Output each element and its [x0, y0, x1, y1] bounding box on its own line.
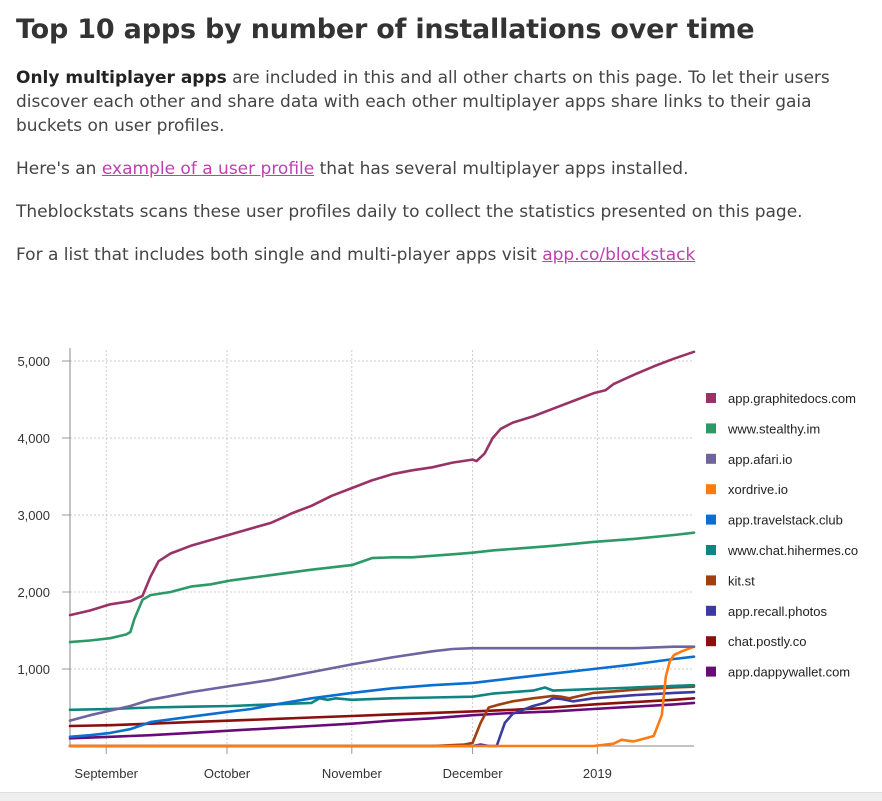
series-line-xordrive-io — [68, 645, 696, 748]
legend-item[interactable]: app.afari.io — [706, 452, 792, 467]
legend-swatch — [706, 393, 716, 403]
series-line-chat-postly-co — [68, 696, 696, 728]
app-co-link[interactable]: app.co/blockstack — [542, 245, 696, 265]
series-line-www-chat-hihermes-co — [68, 683, 696, 712]
chart-legend: app.graphitedocs.com www.stealthy.im app.a… — [706, 391, 858, 680]
legend-label: app.travelstack.club — [728, 513, 843, 528]
legend-label: app.afari.io — [728, 452, 792, 467]
legend-swatch — [706, 666, 716, 677]
legend-label: app.dappywallet.com — [728, 665, 850, 680]
example-suffix: that has several multiplayer apps instal… — [314, 159, 689, 179]
scan-paragraph: Theblockstats scans these user profiles … — [16, 202, 803, 222]
legend-swatch — [706, 545, 716, 555]
legend-item[interactable]: www.chat.hihermes.co — [706, 543, 858, 558]
legend-item[interactable]: www.stealthy.im — [706, 421, 820, 436]
legend-swatch — [706, 605, 716, 616]
list-paragraph: For a list that includes both single and… — [16, 243, 866, 267]
legend-label: xordrive.io — [728, 482, 788, 497]
list-prefix: For a list that includes both single and… — [16, 245, 543, 265]
chart-grid — [70, 350, 694, 746]
legend-swatch — [706, 423, 716, 434]
legend-swatch — [706, 453, 716, 464]
legend-item[interactable]: app.graphitedocs.com — [706, 391, 856, 406]
y-tick-label: 2,000 — [17, 585, 50, 600]
example-prefix: Here's an — [16, 159, 102, 179]
horizontal-scrollbar-track[interactable] — [0, 792, 882, 801]
series-line-app-travelstack-club — [68, 655, 696, 739]
legend-label: app.recall.photos — [728, 604, 828, 619]
series-line-app-afari-io — [68, 645, 696, 722]
chart-lines — [68, 350, 696, 748]
y-tick-label: 3,000 — [17, 508, 50, 523]
legend-swatch — [706, 514, 716, 525]
legend-item[interactable]: app.recall.photos — [706, 604, 828, 619]
legend-item[interactable]: kit.st — [706, 573, 755, 588]
series-line-www-stealthy-im — [68, 531, 696, 644]
legend-item[interactable]: chat.postly.co — [706, 634, 807, 649]
legend-label: www.stealthy.im — [727, 421, 820, 436]
legend-swatch — [706, 636, 716, 647]
y-tick-label: 5,000 — [17, 354, 50, 369]
series-line-app-dappywallet-com — [68, 701, 696, 740]
series-line-app-graphitedocs-com — [68, 350, 696, 617]
legend-label: kit.st — [728, 573, 755, 588]
legend-label: chat.postly.co — [728, 634, 807, 649]
intro-text: are included in this and all other chart… — [16, 68, 830, 136]
legend-item[interactable]: xordrive.io — [706, 482, 788, 497]
chart-axes: 1,000 2,000 3,000 4,000 5,000 September Octobe… — [17, 348, 694, 781]
page-content: Top 10 apps by number of installations o… — [16, 0, 866, 267]
example-profile-link[interactable]: example of a user profile — [101, 159, 315, 179]
x-tick-label: October — [204, 766, 251, 781]
page-title: Top 10 apps by number of installations o… — [16, 14, 755, 45]
legend-item[interactable]: app.dappywallet.com — [706, 665, 850, 680]
legend-swatch — [706, 575, 716, 586]
installations-chart: 1,000 2,000 3,000 4,000 5,000 September Octobe… — [17, 348, 858, 781]
legend-swatch — [706, 484, 716, 495]
legend-label: app.graphitedocs.com — [728, 391, 856, 406]
legend-label: www.chat.hihermes.co — [727, 543, 858, 558]
x-tick-label: September — [74, 766, 138, 781]
x-tick-label: November — [322, 766, 383, 781]
y-tick-label: 1,000 — [17, 662, 50, 677]
intro-bold: Only multiplayer apps — [16, 68, 227, 88]
example-paragraph: Here's an example of a user profile that… — [16, 157, 866, 181]
series-line-kit-st — [68, 685, 696, 748]
y-tick-label: 4,000 — [17, 431, 50, 446]
intro-paragraph: Only multiplayer apps are included in th… — [16, 66, 866, 138]
x-tick-label: 2019 — [583, 766, 612, 781]
legend-item[interactable]: app.travelstack.club — [706, 513, 843, 528]
x-tick-label: December — [443, 766, 504, 781]
